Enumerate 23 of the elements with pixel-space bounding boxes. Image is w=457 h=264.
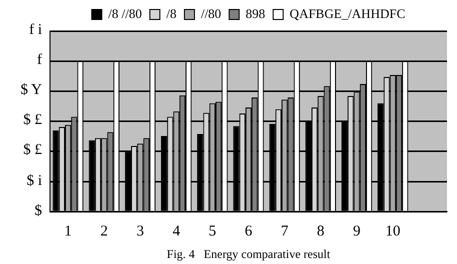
x-tick-label: 2 [100, 224, 108, 240]
text: Fig. 4 Energy comparative result [166, 246, 331, 261]
legend-label: /8 [166, 6, 176, 21]
x-tick-label: 9 [353, 224, 361, 240]
text: f [37, 52, 42, 68]
x-tick-label: 8 [316, 224, 324, 240]
x-tick-label: 10 [385, 224, 400, 240]
text: $ i [26, 172, 42, 188]
x-tick-label: 3 [136, 224, 144, 240]
legend-label: /8 //80 [108, 6, 142, 21]
legend-label: 898 [246, 6, 266, 21]
text: $ £ [23, 112, 42, 128]
x-tick-label: 4 [172, 224, 181, 240]
legend-label: //80 [200, 6, 222, 21]
text: $ Y [20, 82, 42, 98]
legend-label: QAFBGE_/AHHDFC [290, 6, 406, 21]
x-tick-label: 6 [244, 224, 253, 240]
x-tick-label: 1 [64, 224, 72, 240]
x-tick-label: 7 [280, 224, 289, 240]
text: $ £ [23, 142, 42, 158]
text: $ [34, 202, 42, 219]
x-tick-label: 5 [208, 224, 216, 240]
text: f i [29, 22, 42, 38]
